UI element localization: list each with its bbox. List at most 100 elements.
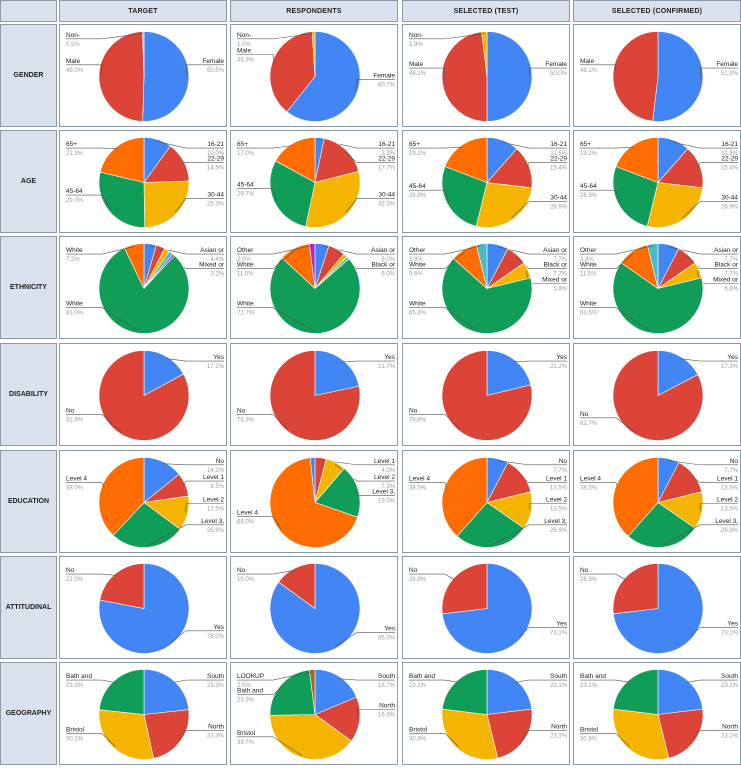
row-label-geography: GEOGRAPHY (0, 662, 57, 765)
slice-label: Male (409, 61, 423, 68)
pie-slice-45-64 (98, 171, 146, 228)
slice-percent: 26.8% (207, 528, 225, 534)
leader-line (185, 64, 224, 78)
slice-percent: 17.0% (237, 151, 255, 157)
pie-slice-female (652, 31, 704, 122)
leader-line (699, 67, 738, 80)
pie-slice-white (269, 257, 361, 334)
pie-slice-yes (657, 350, 699, 396)
slice-percent: 38.5% (580, 486, 598, 492)
pie-chart: Asian or 5.0%Black or 6.0% White 72.7% White 1… (237, 243, 396, 334)
pie-slice-north (143, 709, 190, 759)
slice-percent: 26.9% (580, 577, 598, 583)
pie-slice-bristol (98, 709, 154, 760)
pie-slice-female (286, 31, 361, 122)
leader-line (342, 360, 395, 363)
slice-percent: 21.2% (550, 364, 568, 370)
pie-slice-30-44 (646, 182, 704, 228)
pie-slice-bath-and (612, 669, 659, 715)
leader-line (356, 708, 395, 720)
pie-cell-disability-selected-confirmed: Yes 17.3% No 82.7% (573, 343, 741, 446)
pie-chart: South 23.1% North 23.1% Bristol 30.8% Bath and… (580, 669, 739, 760)
pie-chart: 16-21 11.5%22-29 15.4% 30-44 26.9% 45-64 26.9%… (409, 137, 568, 228)
pie-chart: Level 1 4.0%Level 2 7.3%Level 3, 19.0% Level… (237, 457, 396, 548)
slice-label: White (237, 301, 254, 308)
slice-label: Male (66, 58, 80, 65)
row-label-disability: DISABILITY (0, 343, 57, 446)
slice-label: North (379, 702, 395, 709)
pie-slice-other (646, 243, 659, 289)
pie-cell-education-selected-confirmed: No 7.7% Level 1 13.5% Level 2 13.5% Level 3, 26… (573, 450, 741, 553)
slice-percent: 14.5% (207, 166, 225, 172)
leader-line (174, 198, 224, 213)
slice-percent: 17.3% (721, 364, 739, 370)
slice-label: 16-21 (378, 141, 395, 148)
leader-line (237, 516, 282, 530)
leader-line (409, 67, 446, 80)
pie-slice-yes (314, 350, 360, 396)
pie-slice-yes (486, 350, 532, 396)
pie-chart: Female 60.7% Male 38.3% Non- 1.0% (237, 31, 396, 122)
pie-slice-no (441, 563, 488, 615)
slice-label: 22-29 (378, 156, 395, 163)
slice-label: Bath and (237, 688, 263, 695)
leader-line (409, 251, 466, 269)
slice-label: Asian or (714, 247, 739, 254)
pie-slice-45-64 (441, 166, 488, 227)
leader-line (580, 307, 651, 332)
pie-chart: Yes 17.3% No 82.7% (580, 350, 739, 441)
slice-label: No (66, 567, 75, 574)
leader-line (66, 414, 123, 433)
leader-line (686, 256, 738, 269)
slice-label: White (237, 262, 254, 269)
slice-label: Level 1 (717, 476, 738, 483)
row-label-attitudinal: ATTITUDINAL (0, 556, 57, 659)
slice-label: 65+ (237, 141, 248, 148)
pie-slice-level-4 (441, 457, 488, 537)
leader-line (693, 730, 738, 740)
pie-slice-bath-and (441, 669, 488, 715)
leader-line (409, 733, 459, 747)
pie-cell-gender-target: Female 50.5% Male 49.0% Non- 0.5% (59, 24, 227, 127)
slice-label: No (237, 408, 246, 415)
slice-percent: 5.8% (724, 286, 738, 292)
slice-label: Level 2 (374, 474, 395, 481)
slice-label: No (66, 408, 75, 415)
slice-label: Female (373, 72, 395, 79)
pie-chart: No 7.7% Level 1 13.5% Level 2 13.5% Level 3, 26… (580, 457, 739, 548)
leader-line (66, 64, 103, 77)
slice-percent: 82.7% (580, 421, 598, 427)
leader-line (237, 736, 303, 756)
slice-percent: 19.0% (378, 499, 396, 505)
slice-label: Yes (727, 621, 738, 628)
slice-percent: 8.5% (210, 484, 224, 490)
leader-line (673, 142, 738, 149)
slice-label: Level 1 (546, 476, 567, 483)
pie-slice-no (612, 563, 659, 615)
pie-slice-65 (615, 137, 659, 183)
pie-cell-gender-selected-test: Female 50.0% Male 48.1% Non- 1.9% (402, 24, 570, 127)
slice-label: Female (716, 61, 738, 68)
slice-percent: 60.7% (378, 82, 396, 88)
pie-slice-other (308, 243, 316, 289)
slice-percent: 68.0% (237, 520, 255, 526)
slice-label: White (409, 262, 426, 269)
slice-percent: 19.2% (580, 151, 598, 157)
pie-slice-22-29 (314, 138, 359, 183)
pie-chart: Yes 73.1% No 26.9% (580, 563, 739, 654)
slice-percent: 10.0% (207, 151, 225, 157)
leader-line (497, 460, 567, 466)
leader-line (580, 245, 653, 255)
pie-slice-no (99, 563, 145, 609)
slice-label: No (580, 411, 589, 418)
slice-percent: 30.1% (66, 737, 84, 743)
slice-percent: 17.7% (378, 166, 396, 172)
slice-label: Mixed or (713, 276, 739, 283)
pie-slice-45-64 (269, 160, 316, 227)
pie-chart: South 23.1% North 23.1% Bristol 30.8% Bath and… (409, 669, 568, 760)
slice-percent: 48.1% (409, 71, 427, 77)
slice-label: 30-44 (550, 195, 567, 202)
slice-label: 16-21 (207, 141, 224, 148)
column-header-respondents: RESPONDENTS (230, 0, 398, 22)
column-header-selected-confirmed: SELECTED (CONFIRMED) (573, 0, 741, 22)
